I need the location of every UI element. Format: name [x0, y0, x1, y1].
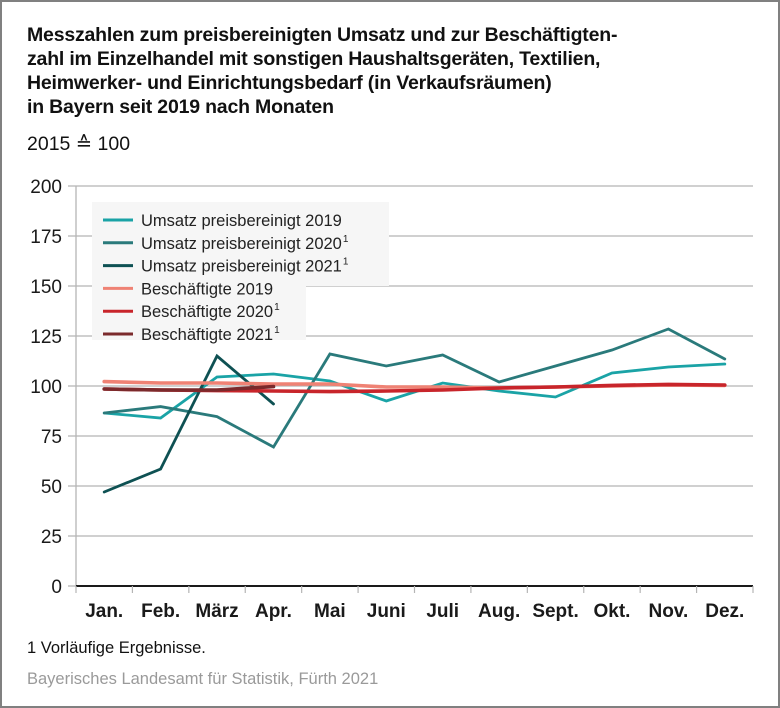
series-line	[102, 353, 275, 494]
y-tick-label: 25	[41, 527, 62, 548]
legend-label: Beschäftigte 20211	[141, 325, 280, 344]
legend-label: Umsatz preisbereinigt 2019	[141, 212, 342, 230]
x-tick-label: Apr.	[255, 601, 292, 622]
legend-footnote-marker: 1	[274, 325, 280, 336]
y-tick-label: 100	[30, 377, 62, 398]
series-line	[102, 327, 727, 449]
x-tick-label: Okt.	[593, 601, 630, 622]
chart-title-line: in Bayern seit 2019 nach Monaten	[27, 96, 334, 118]
y-tick-label: 0	[51, 577, 62, 598]
y-tick-label: 125	[30, 327, 62, 348]
chart-title: Messzahlen zum preisbereinigten Umsatz u…	[27, 23, 767, 119]
legend-label: Beschäftigte 2019	[141, 280, 273, 298]
x-tick-label: Nov.	[648, 601, 688, 622]
y-tick-label: 50	[41, 477, 62, 498]
y-tick-label: 175	[30, 227, 62, 248]
legend-background	[92, 202, 389, 340]
x-tick-label: Feb.	[141, 601, 180, 622]
x-tick-label: Juni	[367, 601, 406, 622]
legend-footnote-marker: 1	[343, 234, 349, 245]
legend-footnote-marker: 1	[343, 257, 349, 268]
legend-label: Beschäftigte 20201	[141, 302, 280, 321]
x-tick-label: März	[195, 601, 238, 622]
legend-label: Umsatz preisbereinigt 20201	[141, 234, 349, 253]
x-tick-label: Sept.	[532, 601, 578, 622]
legend-footnote-marker: 1	[274, 302, 280, 313]
chart-title-line: Heimwerker- und Einrichtungsbedarf (in V…	[27, 72, 552, 94]
x-tick-label: Jan.	[85, 601, 123, 622]
footnote: 1 Vorläufige Ergebnisse.	[27, 639, 206, 657]
y-tick-label: 150	[30, 277, 62, 298]
series-line	[102, 384, 276, 392]
y-tick-label: 200	[30, 177, 62, 198]
chart-title-line: zahl im Einzelhandel mit sonstigen Haush…	[27, 48, 601, 70]
legend-label: Umsatz preisbereinigt 20211	[141, 257, 349, 276]
x-tick-label: Aug.	[478, 601, 520, 622]
source-note: Bayerisches Landesamt für Statistik, Für…	[27, 670, 379, 688]
y-tick-label: 75	[41, 427, 62, 448]
x-tick-label: Dez.	[705, 601, 744, 622]
x-tick-label: Mai	[314, 601, 346, 622]
chart-title-line: Messzahlen zum preisbereinigten Umsatz u…	[27, 24, 618, 46]
x-tick-label: Juli	[426, 601, 459, 622]
chart-subtitle: 2015 ≙ 100	[27, 133, 131, 155]
